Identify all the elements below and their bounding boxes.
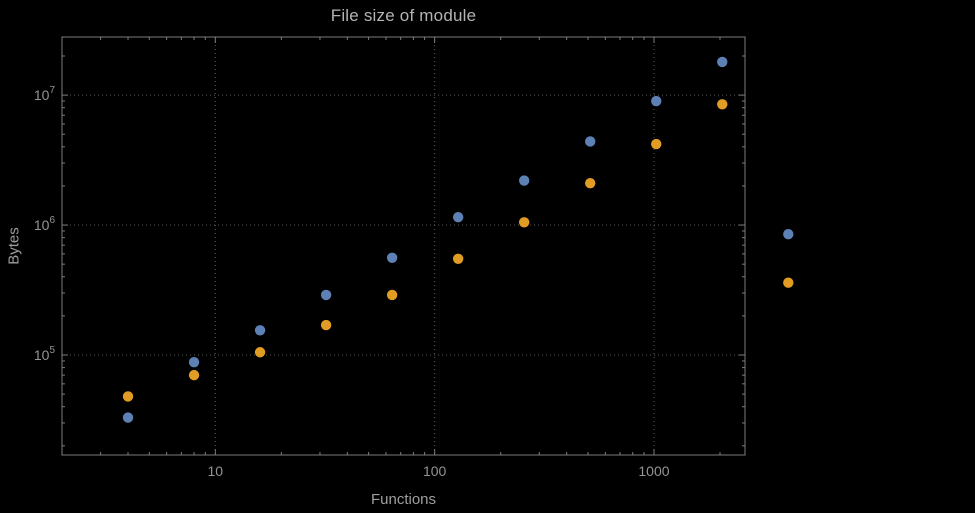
data-point-series-blue	[320, 289, 332, 301]
y-tick-label: 106	[34, 215, 56, 233]
y-tick-label: 105	[34, 345, 56, 363]
data-point-series-orange	[386, 289, 398, 301]
data-point-series-blue	[254, 325, 266, 336]
data-point-series-orange	[122, 391, 134, 402]
data-point-series-blue	[452, 211, 464, 223]
data-point-series-orange	[320, 319, 332, 331]
data-point-series-orange	[254, 347, 266, 358]
data-point-series-blue	[386, 252, 398, 263]
x-tick-label: 100	[423, 463, 447, 479]
data-point-series-blue	[188, 357, 200, 368]
data-point-series-orange	[188, 369, 200, 381]
data-point-series-orange	[783, 277, 794, 288]
x-tick-label: 10	[208, 463, 224, 479]
data-point-series-blue	[783, 229, 794, 240]
data-point-series-blue	[717, 56, 728, 68]
data-point-series-blue	[651, 95, 662, 107]
data-point-series-orange	[585, 177, 596, 189]
data-point-series-orange	[518, 217, 530, 228]
data-point-series-blue	[122, 412, 134, 423]
data-point-series-orange	[717, 99, 728, 110]
data-point-series-orange	[651, 138, 662, 150]
data-point-series-blue	[518, 175, 530, 186]
data-point-series-blue	[585, 136, 596, 147]
x-tick-label: 1000	[638, 463, 669, 479]
plot-frame	[61, 36, 746, 456]
y-tick-label: 107	[34, 85, 56, 103]
chart-title: File size of module	[330, 6, 477, 25]
data-point-series-orange	[452, 253, 464, 264]
x-axis-label: Functions	[370, 491, 437, 508]
y-axis-label: Bytes	[5, 227, 23, 265]
